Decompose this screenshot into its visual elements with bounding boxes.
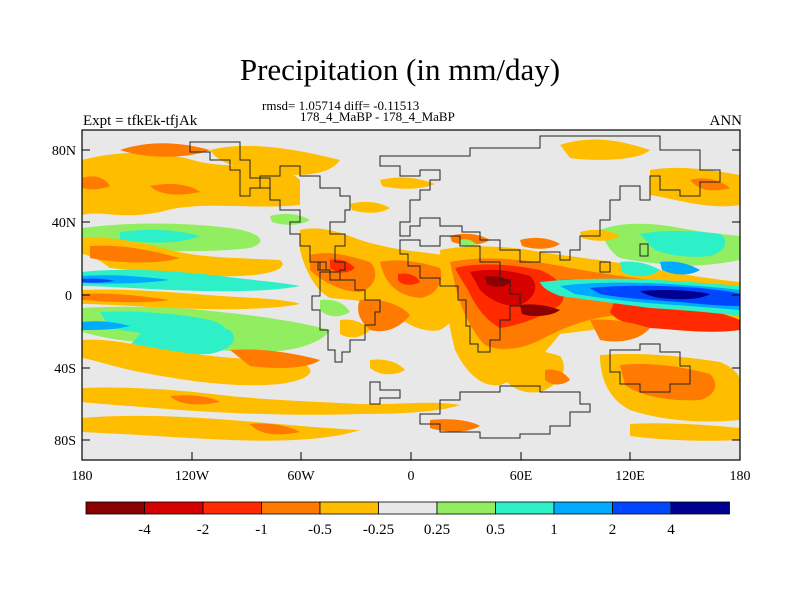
lat-tick-label: 0	[65, 289, 72, 304]
colorbar-swatch	[436, 501, 496, 515]
lon-tick-label: 60W	[287, 469, 315, 484]
stats-line: rmsd= 1.05714 diff= -0.11513	[262, 98, 420, 113]
colorbar-label: -0.25	[363, 522, 394, 538]
colorbar-label: 4	[667, 522, 675, 538]
lon-tick-labels: 180 120W 60W 0 60E 120E 180	[72, 469, 751, 484]
colorbar-swatch	[612, 501, 672, 515]
colorbar-label: 0.5	[486, 522, 505, 538]
lon-tick-label: 0	[408, 469, 415, 484]
colorbar-label: -2	[197, 522, 210, 538]
case-line: 178_4_MaBP - 178_4_MaBP	[300, 109, 455, 124]
lon-tick-label: 180	[72, 469, 93, 484]
colorbar-label: -4	[138, 522, 151, 538]
colorbar-label: -1	[255, 522, 268, 538]
colorbar-swatch	[495, 501, 555, 515]
lat-tick-label: 80N	[52, 144, 76, 159]
lon-tick-label: 60E	[510, 469, 533, 484]
precip-field	[82, 130, 740, 460]
lon-tick-label: 180	[730, 469, 751, 484]
lon-axis	[81, 452, 741, 460]
lat-tick-label: 40S	[54, 362, 76, 377]
colorbar-label: 0.25	[424, 522, 450, 538]
lat-tick-label: 80S	[54, 434, 76, 449]
lat-tick-labels: 80N 40N 0 40S 80S	[52, 144, 76, 449]
colorbar: -4 -2 -1 -0.5 -0.25 0.25 0.5 1 2 4	[85, 501, 730, 538]
colorbar-swatch	[85, 501, 145, 515]
expt-label: Expt = tfkEk-tfjAk	[83, 113, 198, 129]
colorbar-swatch	[319, 501, 379, 515]
plot-title: Precipitation (in mm/day)	[239, 52, 561, 87]
lat-axis	[82, 149, 740, 441]
colorbar-swatch	[670, 501, 730, 515]
continent-outlines	[189, 135, 721, 439]
colorbar-swatch	[144, 501, 204, 515]
season-label: ANN	[709, 113, 743, 129]
colorbar-swatch	[378, 501, 438, 515]
lon-tick-label: 120E	[615, 469, 645, 484]
colorbar-label: 2	[609, 522, 617, 538]
lon-tick-label: 120W	[175, 469, 210, 484]
lat-tick-label: 40N	[52, 216, 76, 231]
colorbar-swatch	[202, 501, 262, 515]
colorbar-swatch	[553, 501, 613, 515]
colorbar-label: -0.5	[308, 522, 332, 538]
colorbar-label: 1	[550, 522, 558, 538]
colorbar-swatch	[261, 501, 321, 515]
